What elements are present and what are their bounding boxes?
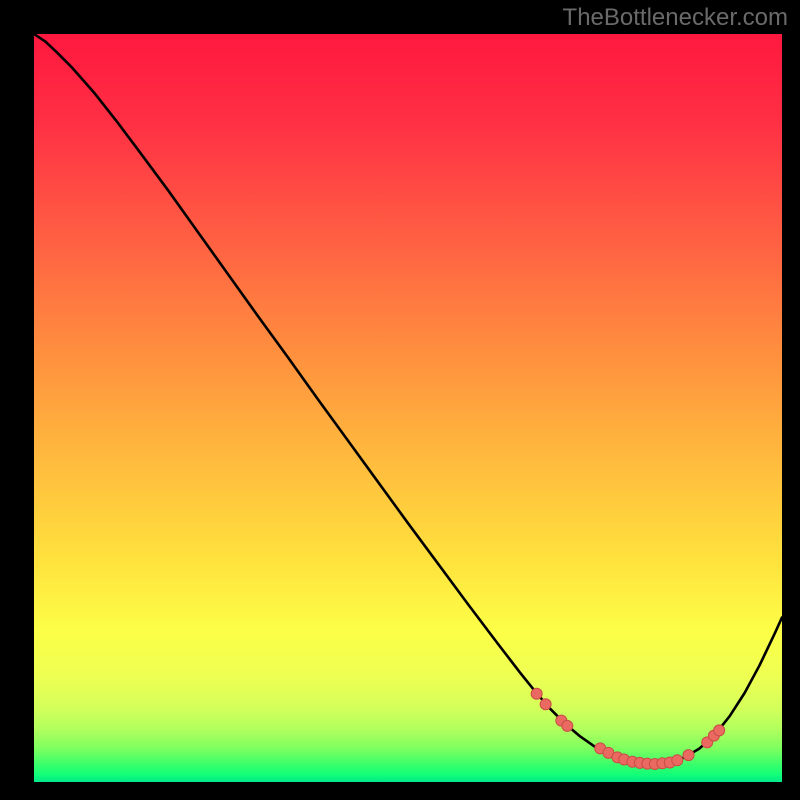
marker-dot	[714, 725, 725, 736]
marker-dot	[540, 699, 551, 710]
marker-dot	[531, 688, 542, 699]
marker-dot	[672, 755, 683, 766]
plot-area	[34, 34, 782, 782]
marker-dot	[562, 720, 573, 731]
marker-group	[531, 688, 725, 769]
marker-dot	[683, 750, 694, 761]
watermark-text: TheBottlenecker.com	[563, 4, 788, 32]
bottleneck-curve	[34, 34, 782, 764]
curve-layer	[34, 34, 782, 782]
